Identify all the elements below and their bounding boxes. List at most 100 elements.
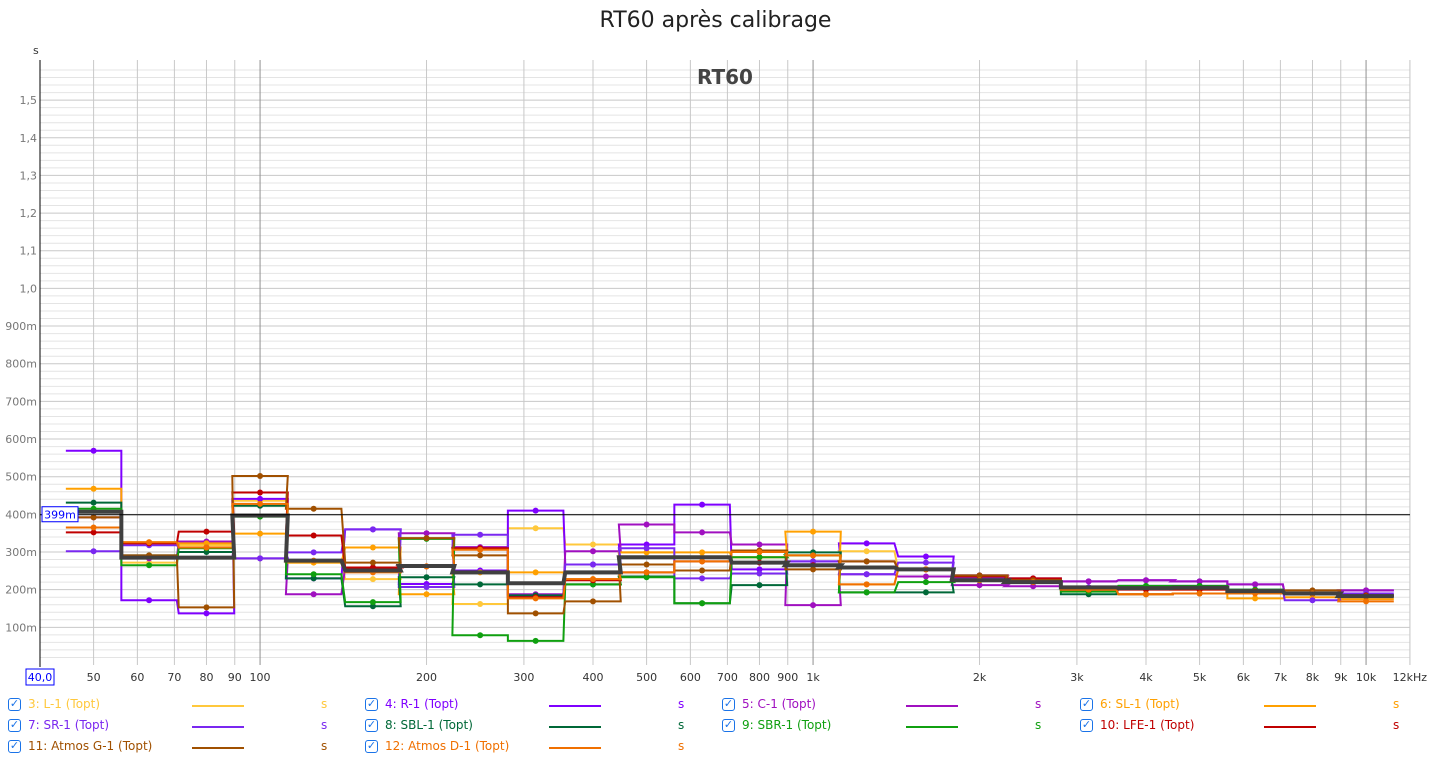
series-10-point xyxy=(863,581,870,588)
legend-line-swatch xyxy=(1264,726,1316,728)
x-tick-label: 60 xyxy=(130,671,144,684)
x-tick-label: 200 xyxy=(416,671,437,684)
series-2-point xyxy=(146,597,153,604)
x-tick-label: 5k xyxy=(1193,671,1207,684)
legend-line-swatch xyxy=(549,705,601,707)
legend-label: 11: Atmos G-1 (Topt) xyxy=(28,739,153,753)
y-tick-label: 1,4 xyxy=(20,132,38,145)
series-visibility-checkbox[interactable]: ✓ xyxy=(1080,697,1093,711)
y-tick-label: 100m xyxy=(5,621,37,634)
series-4-point xyxy=(699,549,706,556)
series-visibility-checkbox[interactable]: ✓ xyxy=(8,718,21,732)
series-4-point xyxy=(1252,595,1259,602)
series-3-point xyxy=(1196,578,1203,585)
x-tick-label: 12kHz xyxy=(1393,671,1428,684)
legend-label: 4: R-1 (Topt) xyxy=(385,697,459,711)
series-10-point xyxy=(1143,591,1149,598)
series-visibility-checkbox[interactable]: ✓ xyxy=(722,697,735,711)
series-2-point xyxy=(203,610,210,617)
x-tick-label: 9k xyxy=(1334,671,1348,684)
x-tick-label: 600 xyxy=(680,671,701,684)
series-visibility-checkbox[interactable]: ✓ xyxy=(1080,718,1093,732)
y-tick-label: 900m xyxy=(5,320,37,333)
series-5-point xyxy=(922,559,929,566)
series-5-point xyxy=(699,575,706,582)
legend-label: 10: LFE-1 (Topt) xyxy=(1100,718,1195,732)
series-3-point xyxy=(1143,577,1149,584)
series-10-point xyxy=(699,558,706,565)
cursor-label-box xyxy=(41,506,79,523)
series-9-point xyxy=(369,559,376,566)
x-tick-label: 6k xyxy=(1237,671,1251,684)
x-tick-label: 2k xyxy=(973,671,987,684)
series-2-point xyxy=(257,495,264,502)
series-9-point xyxy=(699,567,706,574)
legend-line-swatch xyxy=(1264,705,1316,707)
series-9-point xyxy=(203,604,210,611)
x-tick-label: 800 xyxy=(749,671,770,684)
series-visibility-checkbox[interactable]: ✓ xyxy=(365,718,378,732)
series-3-point xyxy=(423,530,430,537)
series-4-point xyxy=(423,591,430,598)
series-6-point xyxy=(90,499,97,506)
series-9-point xyxy=(590,598,596,605)
series-5-point xyxy=(90,548,97,555)
series-4-point xyxy=(203,540,210,547)
series-visibility-checkbox[interactable]: ✓ xyxy=(722,718,735,732)
series-3-point xyxy=(1085,578,1092,585)
y-tick-label: 300m xyxy=(5,546,37,559)
inner-chart-label: RT60 xyxy=(697,65,753,89)
series-7-point xyxy=(922,579,929,586)
series-3-point xyxy=(922,573,929,580)
series-7-point xyxy=(146,562,153,569)
legend-unit: s xyxy=(1393,697,1400,711)
legend-label: 7: SR-1 (Topt) xyxy=(28,718,110,732)
series-8-point xyxy=(310,532,317,539)
x-tick-label: 3k xyxy=(1070,671,1084,684)
series-7-point xyxy=(477,632,484,639)
series-9-point xyxy=(310,505,317,512)
series-visibility-checkbox[interactable]: ✓ xyxy=(365,697,378,711)
series-3-point xyxy=(590,548,596,555)
series-7-point xyxy=(532,637,539,644)
series-visibility-checkbox[interactable]: ✓ xyxy=(365,739,378,753)
series-2-point xyxy=(699,501,706,508)
series-7-point xyxy=(699,600,706,607)
y-tick-label: 500m xyxy=(5,471,37,484)
legend-line-swatch xyxy=(906,726,958,728)
series-8-point xyxy=(203,528,210,535)
legend-label: 6: SL-1 (Topt) xyxy=(1100,697,1180,711)
series-visibility-checkbox[interactable]: ✓ xyxy=(8,697,21,711)
x-tick-label: 80 xyxy=(199,671,213,684)
legend-unit: s xyxy=(321,739,328,753)
x-start-label: 40,0 xyxy=(28,671,53,684)
x-tick-label: 1k xyxy=(806,671,820,684)
x-tick-label: 4k xyxy=(1139,671,1153,684)
series-10-point xyxy=(590,576,596,583)
series-10-point xyxy=(1196,590,1203,597)
series-4-point xyxy=(643,549,650,556)
series-8-point xyxy=(257,489,264,496)
series-10-point xyxy=(203,544,210,551)
rt60-chart[interactable]: 100m 200m 300m 400m 500m 600m 700m 800m 900m 1,0 1… xyxy=(0,0,1431,690)
series-visibility-checkbox[interactable]: ✓ xyxy=(8,739,21,753)
series-1-point xyxy=(590,541,596,548)
series-3-point xyxy=(810,602,817,609)
series-8-point xyxy=(90,529,97,536)
legend-unit: s xyxy=(1393,718,1400,732)
series-5-point xyxy=(257,555,264,562)
legend-line-swatch xyxy=(906,705,958,707)
series-3-point xyxy=(1030,583,1037,590)
series-5-point xyxy=(590,561,596,568)
series-2-point xyxy=(922,553,929,560)
series-5-point xyxy=(863,571,870,578)
series-6-point xyxy=(756,582,763,589)
series-2-point xyxy=(756,566,763,573)
average-series xyxy=(65,509,1394,599)
series-2-point xyxy=(532,507,539,514)
legend-line-swatch xyxy=(192,747,244,749)
legend-label: 5: C-1 (Topt) xyxy=(742,697,816,711)
series-2-point xyxy=(90,447,97,454)
series-3-point xyxy=(976,582,983,589)
series-4-point xyxy=(810,528,817,535)
